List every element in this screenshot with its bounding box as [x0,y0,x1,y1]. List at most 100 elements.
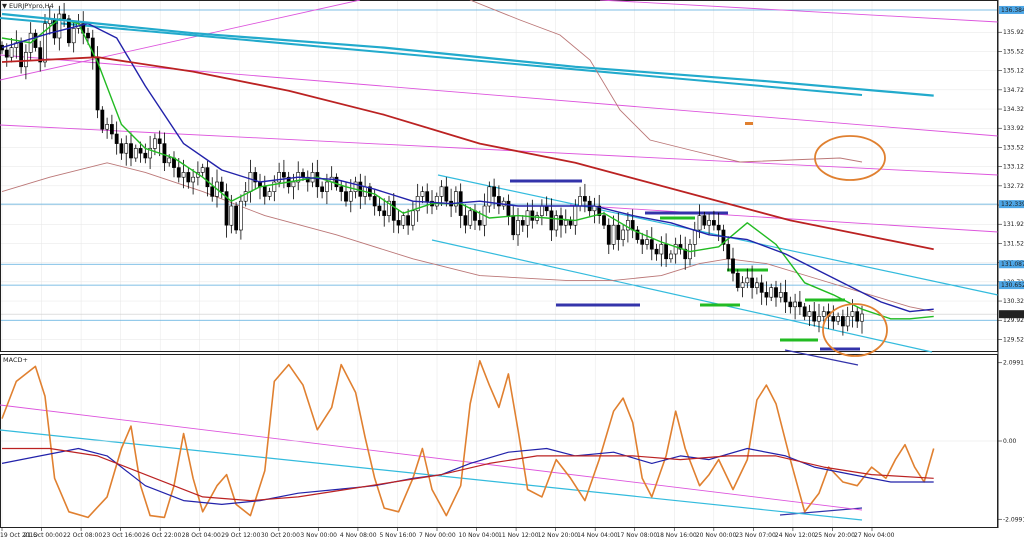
price-tick-label: 133.520 [1003,144,1024,151]
time-tick-label: 29 Oct 12:00 [221,532,260,539]
candle-body [802,306,807,317]
candle-body [625,220,630,231]
candle-body [425,191,430,202]
candle-body [664,244,669,260]
candle-body [410,210,415,226]
time-tick-label: 21 Oct 00:00 [24,532,63,539]
time-tick-label: 22 Oct 08:00 [63,532,102,539]
price-tick-label: 129.920 [1003,317,1024,324]
candle-body [434,196,439,207]
candle-body [511,215,516,236]
candle-body [544,205,549,212]
candle-body [71,28,76,44]
macd-series-2 [2,447,934,502]
candle-body [19,42,24,68]
candle-body [353,181,358,192]
candle-body [726,244,731,260]
time-tick-label: 17 Nov 08:00 [617,532,658,539]
candle-body [559,215,563,226]
candle-body [119,143,124,154]
moving-average-mid [1,22,934,313]
candle-body [396,220,401,226]
candle-body [621,229,626,240]
price-tick-label: 135.520 [1003,48,1024,55]
candle-body [711,220,716,226]
candle-body [692,229,697,245]
candle-body [152,138,157,149]
long-trendline [0,17,863,96]
candle-body [38,47,43,63]
price-tick-label: 135.120 [1003,68,1024,75]
price-tag-box [999,260,1024,269]
time-tick-label: 26 Oct 22:00 [142,532,181,539]
candle-body [788,301,793,308]
time-tick-label: 14 Nov 04:00 [577,532,618,539]
time-tick-label: 23 Oct 16:00 [103,532,142,539]
price-tag-label: 131.087 [1001,261,1024,268]
candle-body [191,176,196,183]
candle-body [616,224,621,240]
macd-tick-label: 2.0991 [1003,360,1024,367]
candle-body [167,157,172,164]
annotation-mark [745,122,753,125]
price-tick-label: 129.520 [1003,336,1024,343]
candle-body [157,138,162,144]
candle-body [272,181,277,192]
macd-series-1 [1,447,934,505]
candle-body [578,196,583,207]
candle-body [248,172,253,192]
pitchfork-line [0,0,361,81]
envelope-line [1,162,934,313]
candle-body [563,220,568,226]
candle-body [109,124,114,135]
candle-body [100,109,105,130]
candle-body [348,191,353,202]
candle-body [238,200,243,231]
candle-body [487,186,492,207]
chart-menu-icon[interactable]: ▼ [2,2,7,10]
candle-body [344,191,348,202]
candle-body [554,215,559,231]
candle-body [678,244,683,250]
channel-upper [437,174,999,296]
time-tick-label: 12 Nov 20:00 [538,532,579,539]
candle-body [57,13,62,39]
candle-body [797,301,802,308]
candle-body [162,143,167,164]
time-tick-label: 25 Nov 20:00 [814,532,855,539]
candle-body [181,172,186,178]
candle-body [301,172,305,178]
candle-body [444,186,449,202]
time-tick-label: 30 Oct 20:00 [261,532,300,539]
candle-body [4,49,9,58]
annotation-circle [822,303,888,357]
candle-body [148,148,153,159]
price-tick-label: 134.320 [1003,106,1024,113]
candle-body [143,152,148,159]
candle-body [324,181,329,192]
candle-body [253,172,258,183]
annotation-layer [745,122,888,357]
candle-body [774,287,778,298]
candle-body [520,220,525,226]
horizontal-levels [1,9,997,321]
candle-body [315,172,320,188]
candle-body [812,311,817,322]
candle-body [506,200,511,216]
candle-body [611,224,616,245]
candle-body [186,172,191,183]
candle-body [492,186,497,197]
candle-body [759,282,764,293]
candle-body [831,316,836,322]
candle-body [391,200,396,221]
candle-body [769,287,774,298]
price-tick-label: 134.720 [1003,87,1024,94]
candle-body [582,196,587,202]
candle-body [367,186,372,197]
candle-body [702,215,707,226]
candle-body [138,148,143,154]
time-tick-label: 20 Nov 00:00 [696,532,737,539]
candle-body [549,210,554,231]
